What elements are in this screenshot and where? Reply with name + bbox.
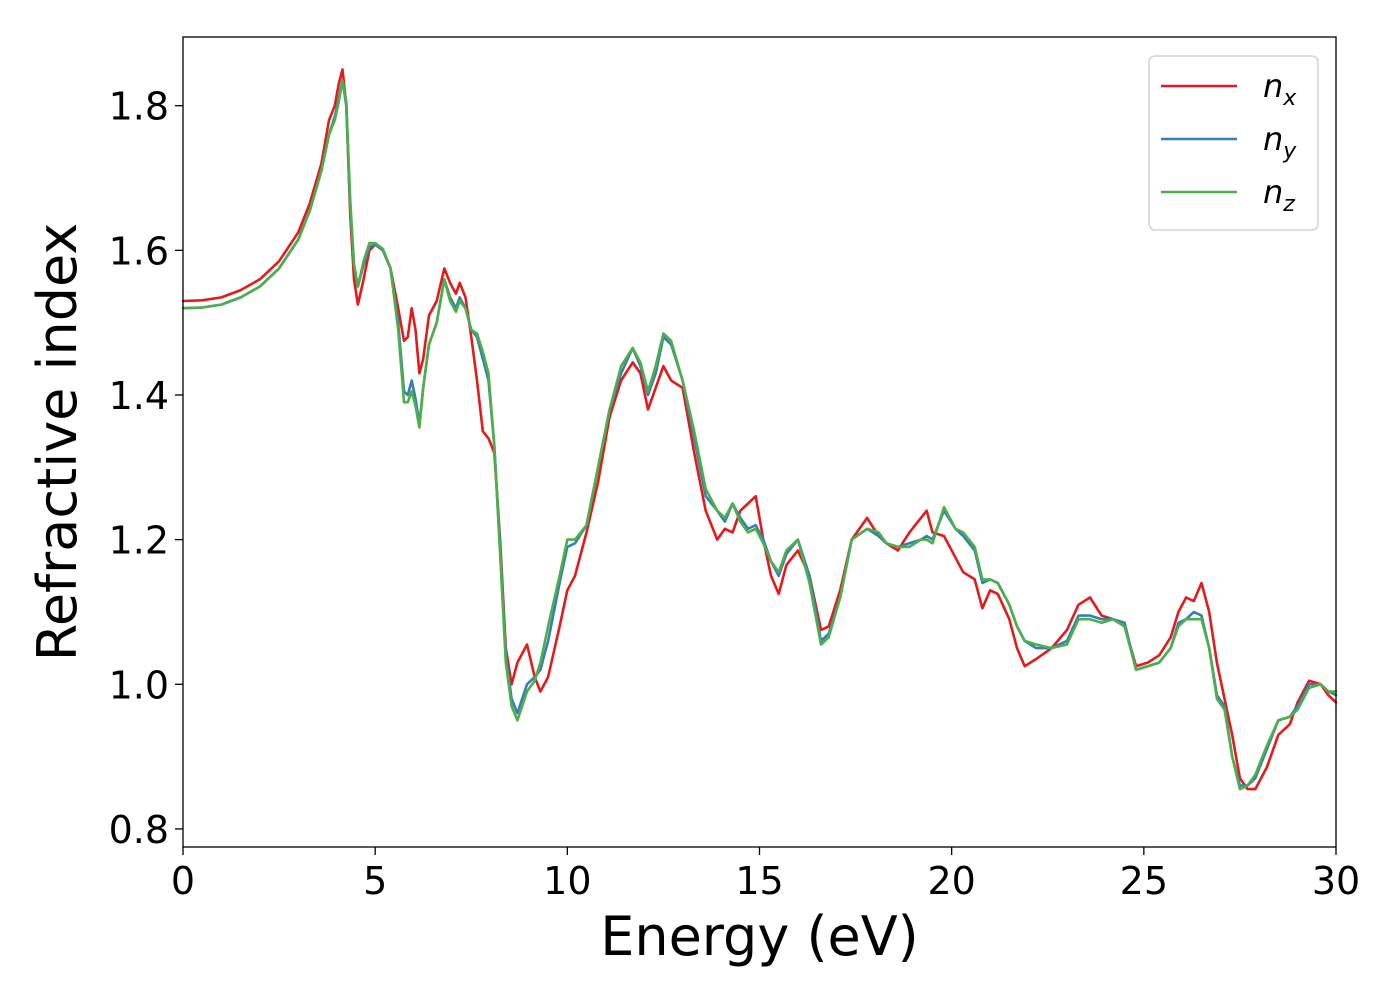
x-tick-label: 0 — [171, 859, 195, 903]
x-tick-label: 5 — [363, 859, 387, 903]
x-tick-label: 15 — [735, 859, 783, 903]
legend-label-y: ny — [1263, 120, 1297, 164]
legend-label-x: nx — [1263, 67, 1297, 111]
x-axis-title: Energy (eV) — [600, 905, 919, 968]
x-axis-ticks: 0 5 10 15 20 25 30 — [171, 847, 1360, 903]
legend: nx ny nz — [1148, 55, 1319, 231]
y-tick-label: 1.4 — [109, 374, 169, 418]
x-tick-label: 30 — [1312, 859, 1360, 903]
legend-label-z: nz — [1263, 173, 1295, 217]
y-axis-title: Refractive index — [26, 223, 89, 662]
series-layer — [181, 68, 1338, 791]
series-line-z — [181, 79, 1338, 791]
x-tick-label: 20 — [927, 859, 975, 903]
legend-box — [1148, 55, 1319, 231]
x-tick-label: 25 — [1120, 859, 1168, 903]
x-tick-label: 10 — [543, 859, 591, 903]
y-axis-ticks: 0.8 1.0 1.2 1.4 1.6 1.8 — [109, 85, 183, 852]
y-tick-label: 1.6 — [109, 229, 169, 273]
y-tick-label: 1.0 — [109, 663, 169, 707]
legend-entries: nx ny nz — [1161, 67, 1297, 217]
y-tick-label: 1.2 — [109, 519, 169, 563]
y-tick-label: 1.8 — [109, 85, 169, 129]
y-tick-label: 0.8 — [109, 808, 169, 852]
